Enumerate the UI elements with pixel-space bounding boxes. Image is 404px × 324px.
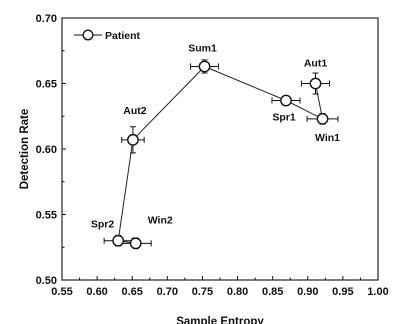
data-point-label: Aut1 [304, 58, 327, 70]
data-point-label: Win1 [315, 132, 340, 144]
y-tick-label: 0.55 [36, 210, 57, 222]
data-point-label: Spr1 [272, 112, 296, 124]
y-tick-label: 0.50 [36, 275, 57, 287]
x-tick-label: 0.70 [157, 286, 178, 298]
data-point-label: Spr2 [91, 219, 115, 231]
x-axis-ticks: 0.55 0.60 0.65 0.70 0.75 0.80 0.85 0.90 0.95 1.00 [51, 276, 389, 298]
data-point-label: Win2 [148, 214, 173, 226]
x-tick-label: 0.75 [192, 286, 213, 298]
point-label-group: Win2 Spr2 Aut2 Sum1 Spr1 Win1 Aut1 [91, 42, 340, 230]
data-point-marker [309, 77, 322, 90]
x-tick-label: 0.65 [122, 286, 143, 298]
x-tick-label: 0.90 [297, 286, 318, 298]
y-tick-label: 0.70 [36, 13, 57, 25]
errorbar-group [103, 59, 339, 250]
y-axis-ticks: 0.50 0.55 0.60 0.65 0.70 [36, 13, 66, 287]
x-tick-label: 0.95 [332, 286, 353, 298]
data-point-marker [316, 112, 329, 125]
x-tick-label: 0.60 [86, 286, 107, 298]
y-tick-label: 0.65 [36, 79, 57, 91]
x-axis-title: Sample Entropy [176, 316, 264, 324]
y-tick-label: 0.60 [36, 144, 57, 156]
x-tick-label: 0.80 [227, 286, 248, 298]
x-tick-label: 0.85 [262, 286, 283, 298]
legend-marker [82, 29, 94, 41]
marker-group [112, 60, 329, 250]
legend-label: Patient [105, 30, 141, 42]
data-point-marker [127, 133, 139, 146]
x-tick-label: 0.55 [51, 286, 72, 298]
data-point-marker [280, 94, 292, 107]
data-point-label: Aut2 [123, 105, 146, 117]
data-point-marker [112, 234, 125, 247]
x-tick-label: 1.00 [367, 286, 388, 298]
y-axis-title: Detection Rate [19, 109, 31, 190]
data-point-marker [198, 60, 211, 73]
data-point-label: Sum1 [188, 42, 217, 54]
data-point-marker [129, 237, 142, 250]
legend: Patient [74, 29, 141, 42]
